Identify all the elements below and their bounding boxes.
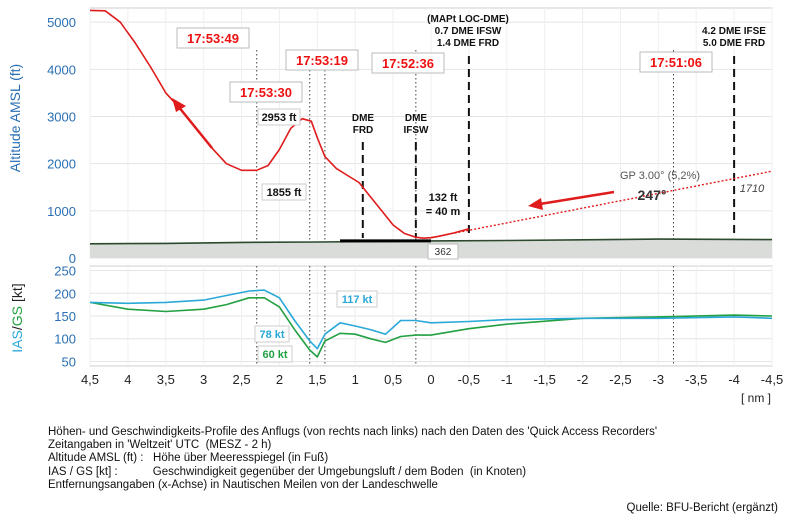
altitude-label-40m: = 40 m [426,206,461,218]
x-tick-label: -1 [501,372,513,387]
speed-tick-label: 250 [54,264,76,279]
x-tick-label: 0 [427,372,434,387]
altitude-label-peak: 2953 ft [262,112,297,124]
x-tick-label: -3,5 [685,372,707,387]
time-label-175236: 17:52:36 [382,56,434,71]
time-labels: 17:53:49 17:53:30 17:53:19 17:52:36 17:5… [176,27,713,103]
altitude-tick-label: 4000 [47,62,76,77]
caption-line-1: Höhen- und Geschwindigkeits-Profile des … [48,426,658,438]
time-label-175330: 17:53:30 [240,85,292,100]
direction-arrow-right [539,190,615,206]
gs-axis-label: GS [9,306,25,326]
x-tick-label: -4 [728,372,740,387]
x-tick-label: 4,5 [81,372,99,387]
right-value-label: 1710 [740,183,765,195]
speed-axis-label: IAS/GS [kt] [9,283,25,352]
x-tick-label: 3 [200,372,207,387]
speed-tick-label: 200 [54,286,76,301]
x-tick-label: 2,5 [233,372,251,387]
direction-arrow-right-head [528,198,543,210]
speed-label-60kt: 60 kt [262,349,287,361]
speed-label-117kt: 117 kt [342,294,373,306]
altitude-tick-label: 0 [69,251,76,266]
source-note: Quelle: BFU-Bericht (ergänzt) [626,502,778,514]
approach-profile-chart: 0 1000 2000 3000 4000 5000 50 100 150 200 250 4,5 4 3… [7,7,783,405]
direction-arrow-left [177,105,213,149]
x-tick-label: 1,5 [308,372,326,387]
speed-axis-separator: / [9,326,25,330]
marker-mapt: (MAPt LOC-DME) [427,14,509,25]
time-label-175319: 17:53:19 [296,53,348,68]
x-tick-label: 3,5 [157,372,175,387]
speed-tick-label: 100 [54,332,76,347]
x-axis-unit: [ nm ] [741,391,771,405]
marker-14-dme: 1.4 DME FRD [437,38,499,49]
altitude-tick-label: 3000 [47,109,76,124]
terrain-label-362: 362 [435,247,452,258]
x-tick-label: -1,5 [533,372,555,387]
altitude-tick-label: 2000 [47,157,76,172]
marker-dme-frd-1: DME [352,113,375,124]
course-label: 247° [638,187,667,203]
caption-line-2: Zeitangaben in 'Weltzeit' UTC (MESZ - 2 … [48,439,272,452]
x-tick-label: -3 [653,372,665,387]
x-tick-label: -0,5 [458,372,480,387]
altitude-label-low: 1855 ft [267,187,302,199]
x-tick-label: 1 [352,372,359,387]
altitude-line [89,9,470,239]
speed-label-78kt: 78 kt [259,329,284,341]
direction-arrow-left-head [172,98,186,112]
altitude-tick-label: 1000 [47,204,76,219]
ias-axis-label: IAS [9,330,25,353]
gs-line [89,296,773,358]
x-tick-label: -2,5 [609,372,631,387]
x-tick-label: 4 [124,372,131,387]
time-label-175106: 17:51:06 [650,55,702,70]
marker-42-dme: 4.2 DME IFSE [702,26,766,37]
caption-line-3: Altitude AMSL (ft) : Höhe über Meeresspi… [48,452,329,465]
x-tick-label: -4,5 [761,372,783,387]
altitude-axis-label: Altitude AMSL (ft) [7,64,23,172]
glidepath-line [430,170,773,239]
caption: Höhen- und Geschwindigkeits-Profile des … [48,426,657,492]
marker-dme-ifsw-2: IFSW [404,125,430,136]
glidepath-label: GP 3.00° (5,2%) [620,170,700,182]
marker-dme-ifsw-1: DME [405,113,428,124]
altitude-label-132ft: 132 ft [429,192,458,204]
marker-50-dme: 5.0 DME FRD [703,38,765,49]
caption-line-4: IAS / GS [kt] : Geschwindigkeit gegenübe… [48,465,527,478]
x-tick-label: 0,5 [384,372,402,387]
x-tick-label: 2 [276,372,283,387]
ias-line [89,289,773,350]
altitude-tick-label: 5000 [47,15,76,30]
caption-line-5: Entfernungsangaben (x-Achse) in Nautisch… [48,478,438,491]
speed-tick-label: 50 [62,354,76,369]
marker-07-dme: 0.7 DME IFSW [435,26,502,37]
time-label-175349: 17:53:49 [187,31,239,46]
x-tick-label: -2 [577,372,589,387]
marker-dme-frd-2: FRD [353,125,374,136]
speed-tick-label: 150 [54,309,76,324]
speed-axis-unit: [kt] [9,283,25,302]
